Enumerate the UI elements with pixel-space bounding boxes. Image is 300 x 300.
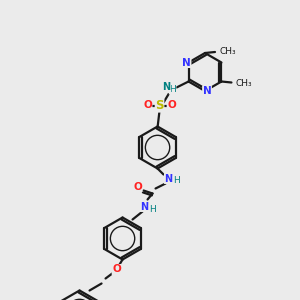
- Text: H: H: [173, 176, 180, 185]
- Text: O: O: [133, 182, 142, 191]
- Text: O: O: [112, 265, 121, 275]
- Text: N: N: [182, 58, 191, 68]
- Text: N: N: [164, 173, 172, 184]
- Text: CH₃: CH₃: [219, 46, 236, 56]
- Text: O: O: [167, 100, 176, 110]
- Text: N: N: [202, 86, 211, 96]
- Text: H: H: [149, 205, 156, 214]
- Text: H: H: [169, 85, 176, 94]
- Text: O: O: [143, 100, 152, 110]
- Text: N: N: [163, 82, 171, 92]
- Text: S: S: [155, 99, 164, 112]
- Text: CH₃: CH₃: [236, 79, 252, 88]
- Text: N: N: [140, 202, 148, 212]
